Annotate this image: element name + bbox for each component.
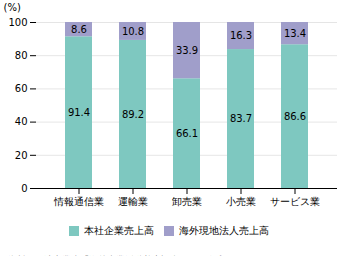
svg-text:10.8: 10.8 bbox=[122, 26, 144, 37]
svg-text:8.6: 8.6 bbox=[71, 24, 87, 35]
svg-text:86.6: 86.6 bbox=[284, 111, 306, 122]
svg-text:66.1: 66.1 bbox=[176, 128, 198, 139]
svg-text:情報通信業: 情報通信業 bbox=[53, 196, 104, 207]
svg-text:(%): (%) bbox=[4, 2, 21, 13]
svg-text:20: 20 bbox=[15, 150, 28, 161]
svg-text:小売業: 小売業 bbox=[226, 196, 256, 207]
svg-text:33.9: 33.9 bbox=[176, 45, 198, 56]
html-text:本社企業売上高: 本社企業売上高 bbox=[83, 224, 154, 236]
svg-text:40: 40 bbox=[15, 116, 28, 127]
html-text:海外現地法人売上高: 海外現地法人売上高 bbox=[178, 224, 269, 236]
svg-text:89.2: 89.2 bbox=[122, 109, 144, 120]
svg-text:100: 100 bbox=[8, 17, 27, 28]
svg-text:13.4: 13.4 bbox=[284, 28, 306, 39]
svg-text:卸売業: 卸売業 bbox=[172, 196, 202, 207]
svg-text:16.3: 16.3 bbox=[230, 30, 252, 41]
svg-text:運輸業: 運輸業 bbox=[118, 196, 148, 207]
svg-text:83.7: 83.7 bbox=[230, 113, 252, 124]
svg-text:サービス業: サービス業 bbox=[270, 196, 320, 207]
svg-text:91.4: 91.4 bbox=[68, 107, 90, 118]
svg-text:0: 0 bbox=[21, 183, 27, 194]
svg-text:80: 80 bbox=[15, 50, 28, 61]
svg-text:60: 60 bbox=[15, 83, 28, 94]
